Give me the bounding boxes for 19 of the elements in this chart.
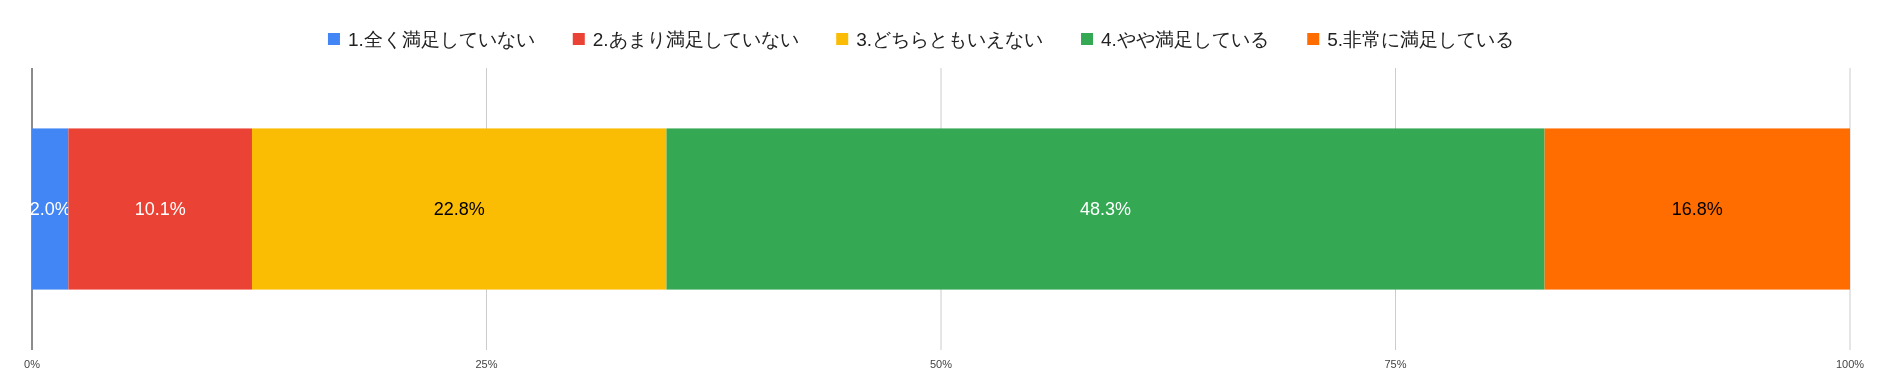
x-tick-label: 75% [1384, 358, 1407, 370]
x-tick-label: 50% [929, 358, 953, 370]
legend-label: 3.どちらともいえない [856, 28, 1044, 50]
x-tick-label: 100% [1835, 358, 1865, 370]
legend-label: 5.非常に満足している [1327, 28, 1515, 50]
bar [32, 128, 69, 290]
legend-label: 2.あまり満足していない [592, 28, 799, 50]
legend-label: 4.やや満足している [1101, 28, 1269, 50]
bar [251, 128, 667, 290]
data-label: 16.8% [1671, 199, 1723, 220]
data-label: 48.3% [1080, 199, 1132, 220]
bar [1544, 128, 1850, 290]
x-tick-label: 0% [24, 358, 41, 370]
data-label: 22.8% [433, 199, 485, 220]
legend-label: 1.全く満足していない [347, 28, 535, 50]
bar [666, 128, 1545, 290]
data-label: 10.1% [134, 199, 186, 220]
x-tick-label: 25% [475, 358, 498, 370]
bar [68, 128, 252, 290]
